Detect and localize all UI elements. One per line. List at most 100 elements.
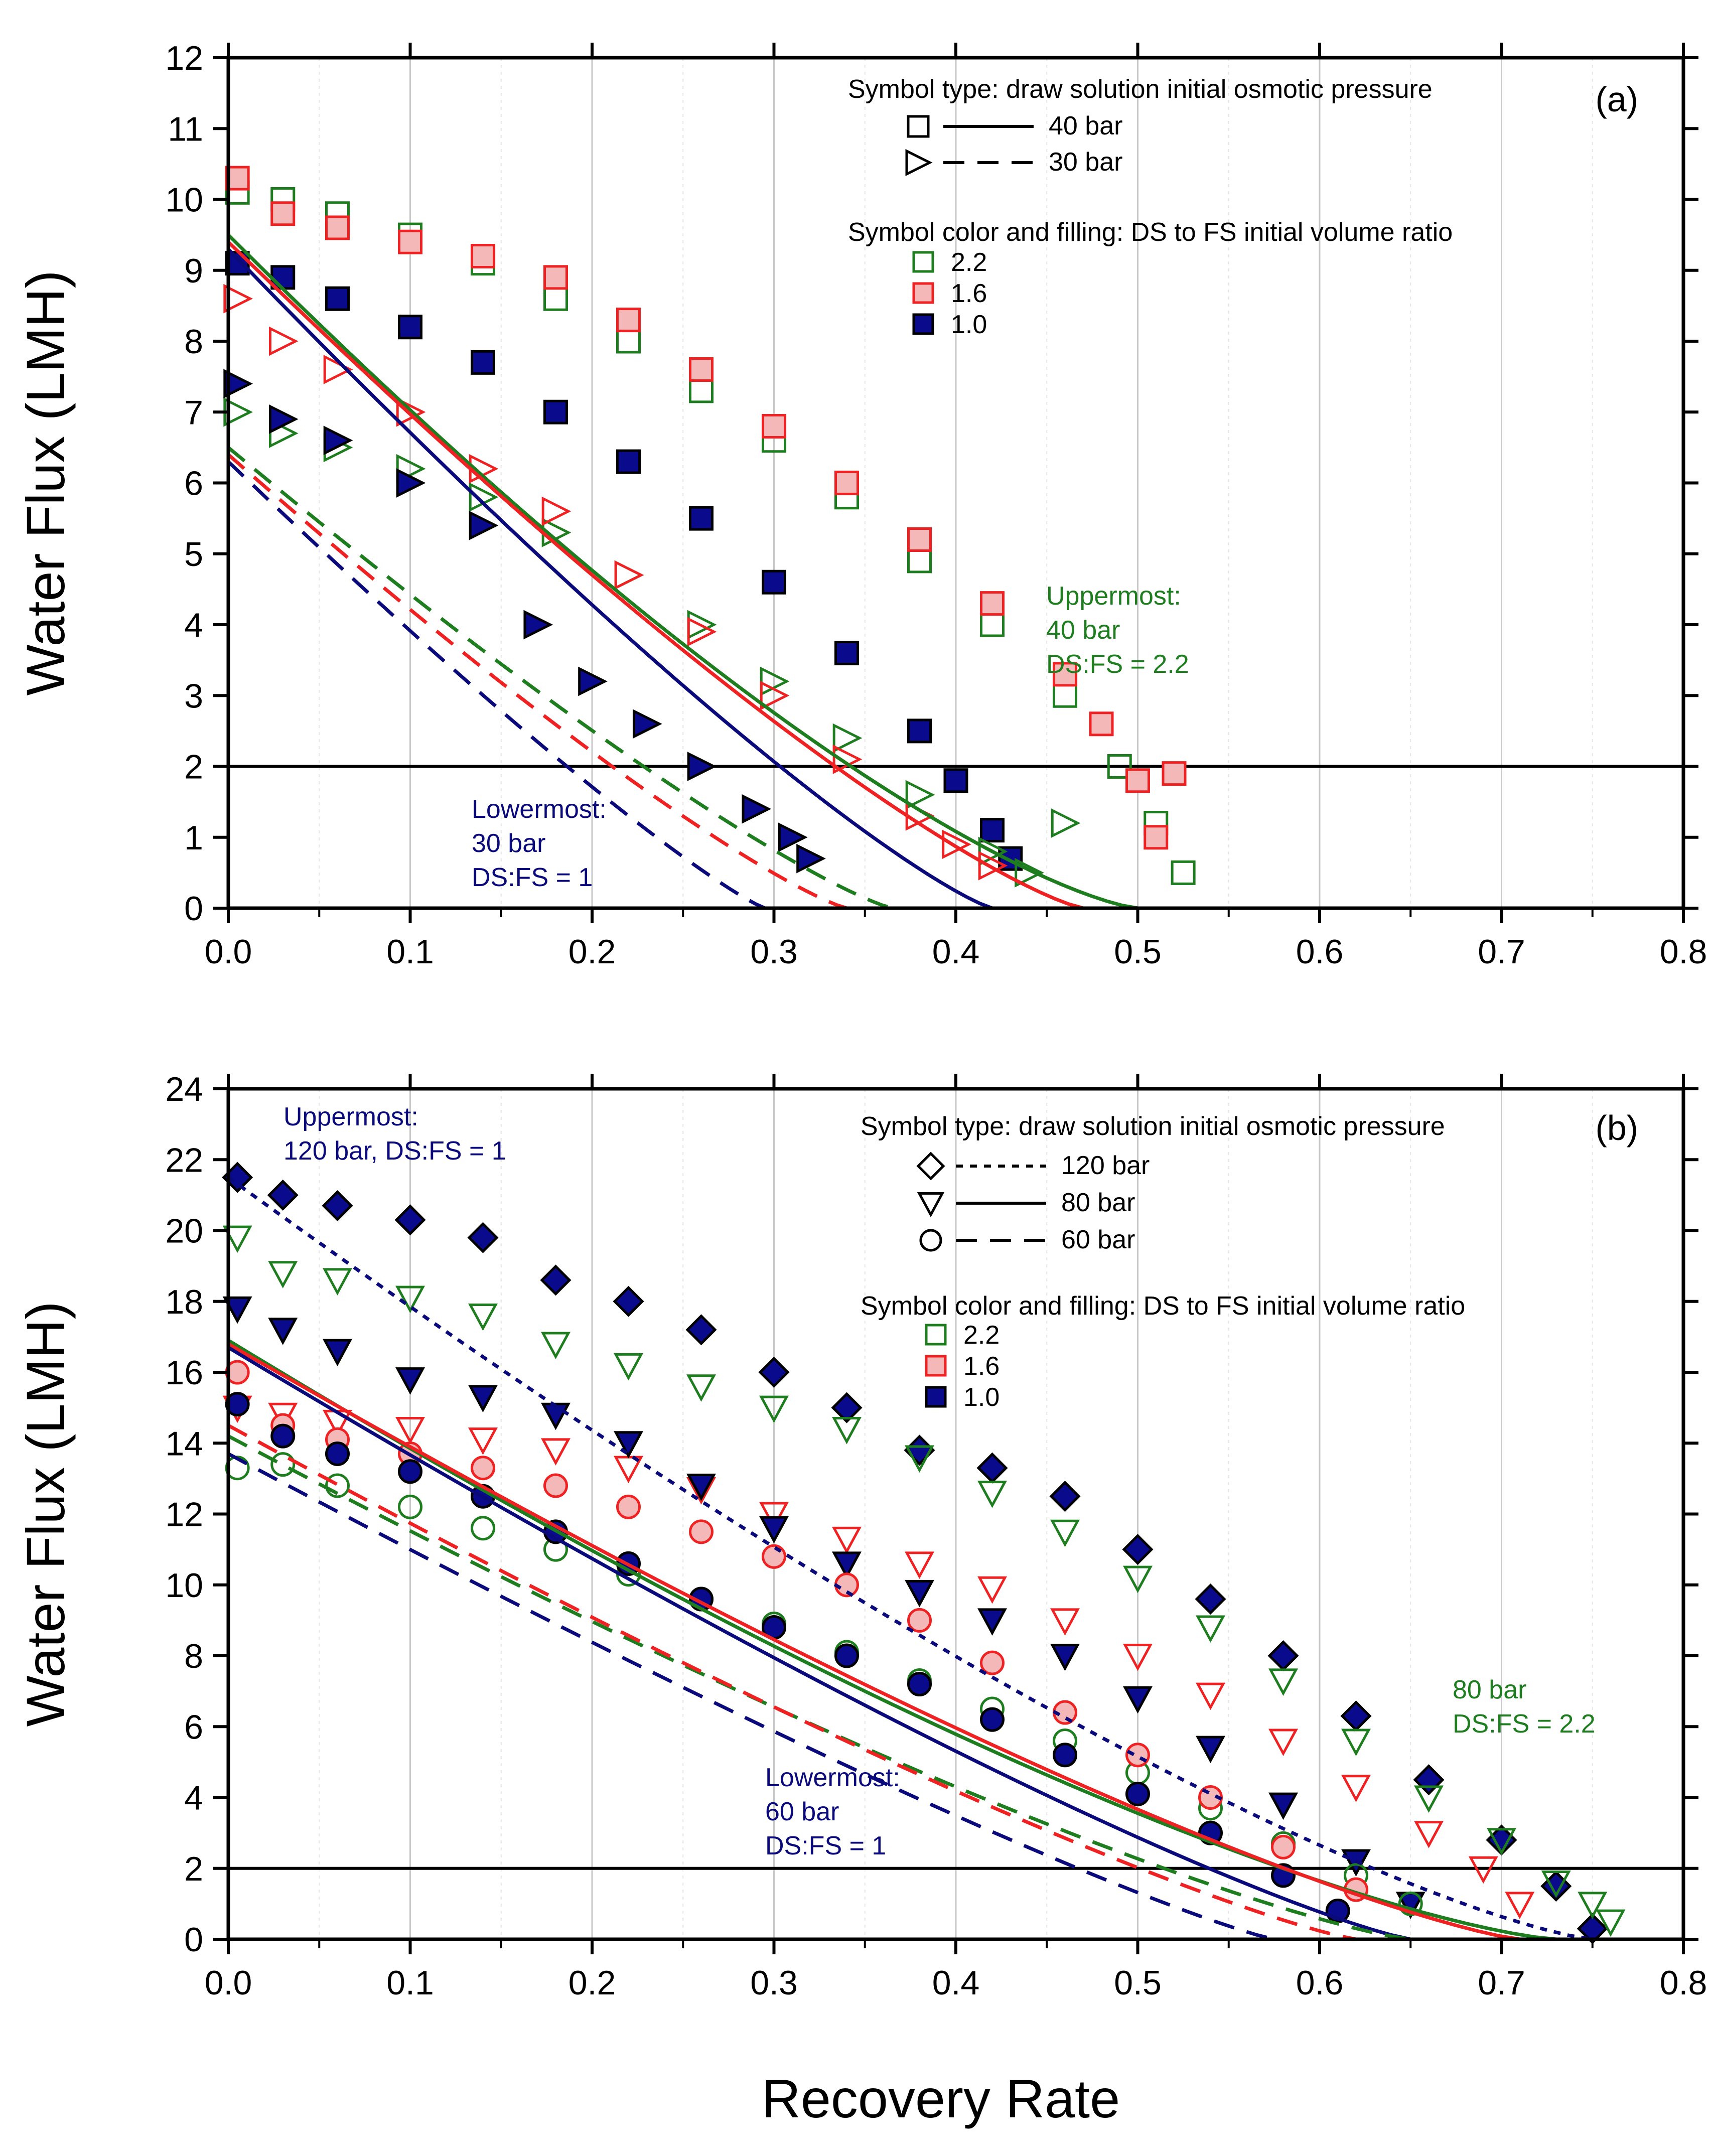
legend-color-label: 1.6 <box>963 1352 1000 1381</box>
x-tick-label: 0.5 <box>1114 933 1162 971</box>
data-point <box>323 1339 352 1367</box>
data-point <box>832 1526 862 1554</box>
y-tick-label: 4 <box>184 1779 203 1817</box>
data-point <box>1541 1870 1571 1898</box>
x-tick-label: 0.0 <box>205 1964 252 2002</box>
data-point <box>1050 1608 1080 1636</box>
data-point <box>1596 1909 1626 1937</box>
annotation-line: 120 bar, DS:FS = 1 <box>283 1136 506 1166</box>
data-point <box>762 1544 786 1569</box>
y-tick-label: 6 <box>184 1708 203 1746</box>
fit-line-4 <box>227 1346 1411 1941</box>
x-tick-label: 0.3 <box>750 1964 798 2002</box>
x-tick-label: 0.1 <box>386 1964 434 2002</box>
legend-type-label: 120 bar <box>1061 1151 1150 1180</box>
x-tick-label: 0.1 <box>386 933 434 971</box>
data-point <box>222 1225 252 1253</box>
data-point <box>616 308 641 333</box>
fit-line-4 <box>227 446 893 910</box>
data-point <box>762 414 786 439</box>
x-tick-label: 0.2 <box>568 933 616 971</box>
y-tick-label: 9 <box>184 252 203 290</box>
data-point <box>398 1459 422 1484</box>
data-point <box>760 680 790 710</box>
x-tick-label: 0.2 <box>568 1964 616 2002</box>
fit-line-1 <box>227 1176 1593 1941</box>
data-point <box>616 1494 641 1519</box>
data-point <box>1053 1743 1077 1768</box>
annotation-line: Uppermost: <box>1046 582 1181 611</box>
y-tick-label: 1 <box>184 819 203 857</box>
y-tick-label: 5 <box>184 535 203 573</box>
panel-b: 0.0 0.1 0.2 0.3 0.4 0.5 0.6 0.7 0.80246810121416… <box>15 1070 1707 2002</box>
data-point <box>268 404 299 434</box>
data-point <box>978 850 1008 881</box>
data-point <box>1398 1891 1423 1916</box>
data-point <box>1051 808 1081 838</box>
data-point <box>1487 1828 1516 1855</box>
series-6 <box>225 1360 1368 1902</box>
data-point <box>980 818 1005 843</box>
y-tick-label: 6 <box>184 465 203 503</box>
data-point <box>1195 1583 1226 1615</box>
data-point <box>1468 1856 1498 1884</box>
y-tick-label: 20 <box>165 1212 203 1250</box>
legend-color-swatch <box>925 1386 947 1408</box>
data-point <box>778 822 808 852</box>
data-point <box>942 829 971 859</box>
data-point <box>614 1431 643 1459</box>
data-point <box>1271 1834 1296 1859</box>
legend: Symbol type: draw solution initial osmot… <box>848 75 1453 339</box>
data-point <box>1196 1682 1225 1710</box>
x-axis-title: Recovery Rate <box>762 2068 1120 2129</box>
data-point <box>223 369 253 399</box>
x-tick-label: 0.6 <box>1296 1964 1344 2002</box>
y-axis-title: Water Flux (LMH) <box>15 1301 76 1727</box>
legend-symbol <box>917 1192 945 1218</box>
annotation-2: 80 bar DS:FS = 2.2 <box>1453 1675 1596 1739</box>
data-point <box>323 1268 352 1296</box>
data-point <box>543 1473 568 1498</box>
data-point <box>541 496 572 526</box>
annotation-line: DS:FS = 1 <box>472 863 593 892</box>
data-point <box>1123 1686 1153 1714</box>
data-point <box>907 718 932 744</box>
legend-color-title: Symbol color and filling: DS to FS initi… <box>848 218 1453 247</box>
data-point <box>762 569 786 595</box>
x-tick-label: 0.8 <box>1660 933 1707 971</box>
data-point <box>540 1264 572 1296</box>
legend-color-swatch <box>912 313 934 335</box>
data-point <box>467 1222 499 1253</box>
data-point <box>1268 1729 1298 1757</box>
data-point <box>541 1332 571 1360</box>
data-point <box>943 768 968 793</box>
data-point <box>394 1204 426 1236</box>
data-point <box>325 1441 350 1466</box>
data-point <box>222 1296 252 1324</box>
data-point <box>1050 1643 1080 1671</box>
x-tick-label: 0.4 <box>932 933 980 971</box>
data-point <box>1414 1785 1444 1813</box>
annotation-line: 60 bar <box>765 1797 839 1826</box>
data-point <box>980 1650 1005 1675</box>
data-point <box>396 454 426 484</box>
series-2 <box>225 166 1187 850</box>
x-tick-label: 0.4 <box>932 1964 980 2002</box>
fit-line-7 <box>227 1452 1275 1941</box>
legend-color-label: 1.0 <box>951 310 987 339</box>
fit-line-3 <box>227 247 993 910</box>
data-point <box>616 449 641 474</box>
y-tick-label: 11 <box>168 110 203 148</box>
legend-type-label: 30 bar <box>1049 148 1122 177</box>
data-point <box>759 1502 789 1530</box>
data-point <box>268 1261 298 1288</box>
data-point <box>267 1179 299 1211</box>
data-point <box>468 1303 498 1331</box>
y-tick-label: 4 <box>184 606 203 644</box>
data-point <box>832 1416 862 1445</box>
data-point <box>759 1516 789 1544</box>
series-2 <box>222 1225 1626 1937</box>
y-tick-label: 0 <box>184 890 203 928</box>
x-tick-label: 0.5 <box>1114 1964 1162 2002</box>
y-tick-label: 0 <box>184 1921 203 1959</box>
